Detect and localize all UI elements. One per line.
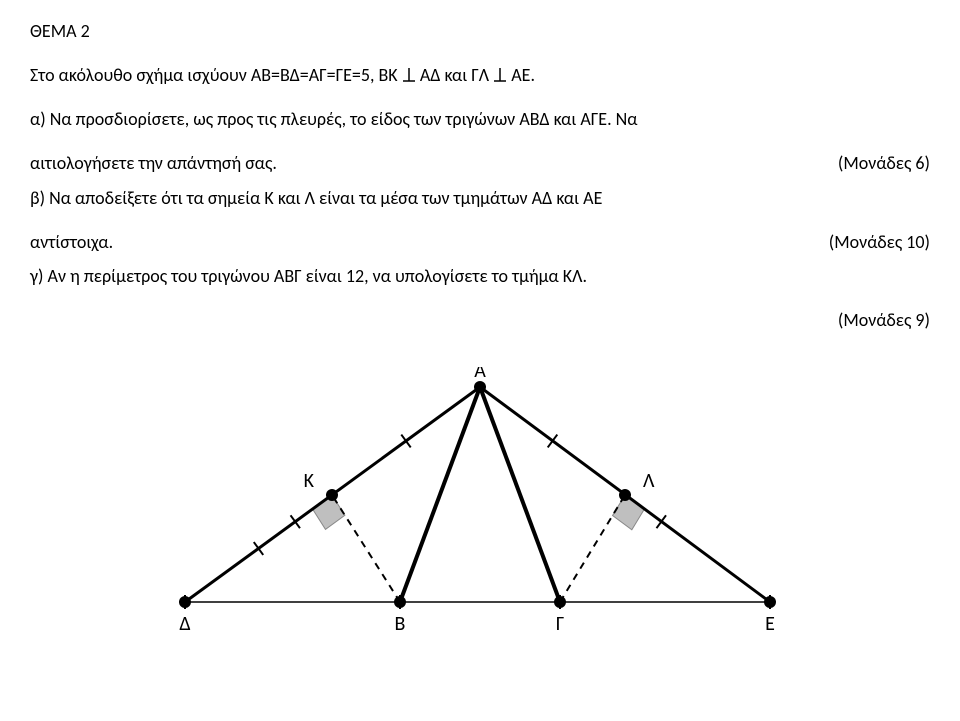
geometry-figure: Α Κ Λ Δ Β Γ Ε bbox=[30, 367, 930, 652]
svg-text:Α: Α bbox=[474, 367, 486, 383]
part-c-line: γ) Αν η περίμετρος του τριγώνου ΑΒΓ είνα… bbox=[30, 259, 930, 293]
perp-icon bbox=[493, 67, 507, 83]
svg-text:Δ: Δ bbox=[179, 612, 190, 636]
intro-suffix: ΑΕ. bbox=[511, 64, 535, 86]
part-a-points: (Μονάδες 6) bbox=[838, 146, 930, 180]
svg-text:Γ: Γ bbox=[556, 612, 564, 636]
part-b-line2: αντίστοιχα. bbox=[30, 225, 113, 259]
intro-prefix: Στο ακόλουθο σχήμα ισχύουν ΑΒ=ΒΔ=ΑΓ=ΓΕ=5… bbox=[30, 64, 398, 86]
svg-text:Β: Β bbox=[395, 612, 406, 636]
svg-text:Ε: Ε bbox=[765, 612, 775, 636]
svg-text:Κ: Κ bbox=[304, 469, 315, 493]
intro-mid: ΑΔ και ΓΛ bbox=[420, 64, 489, 86]
part-a-line1: α) Να προσδιορίσετε, ως προς τις πλευρές… bbox=[30, 102, 930, 136]
svg-text:Λ: Λ bbox=[643, 469, 655, 493]
part-c-points: (Μονάδες 9) bbox=[838, 303, 930, 337]
part-b-points: (Μονάδες 10) bbox=[829, 225, 930, 259]
part-b-line1: β) Να αποδείξετε ότι τα σημεία Κ και Λ ε… bbox=[30, 181, 930, 215]
part-a-line2: αιτιολογήσετε την απάντησή σας. bbox=[30, 146, 277, 180]
intro-line: Στο ακόλουθο σχήμα ισχύουν ΑΒ=ΒΔ=ΑΓ=ΓΕ=5… bbox=[30, 58, 930, 92]
heading: ΘΕΜΑ 2 bbox=[30, 20, 930, 42]
perp-icon bbox=[402, 67, 416, 83]
